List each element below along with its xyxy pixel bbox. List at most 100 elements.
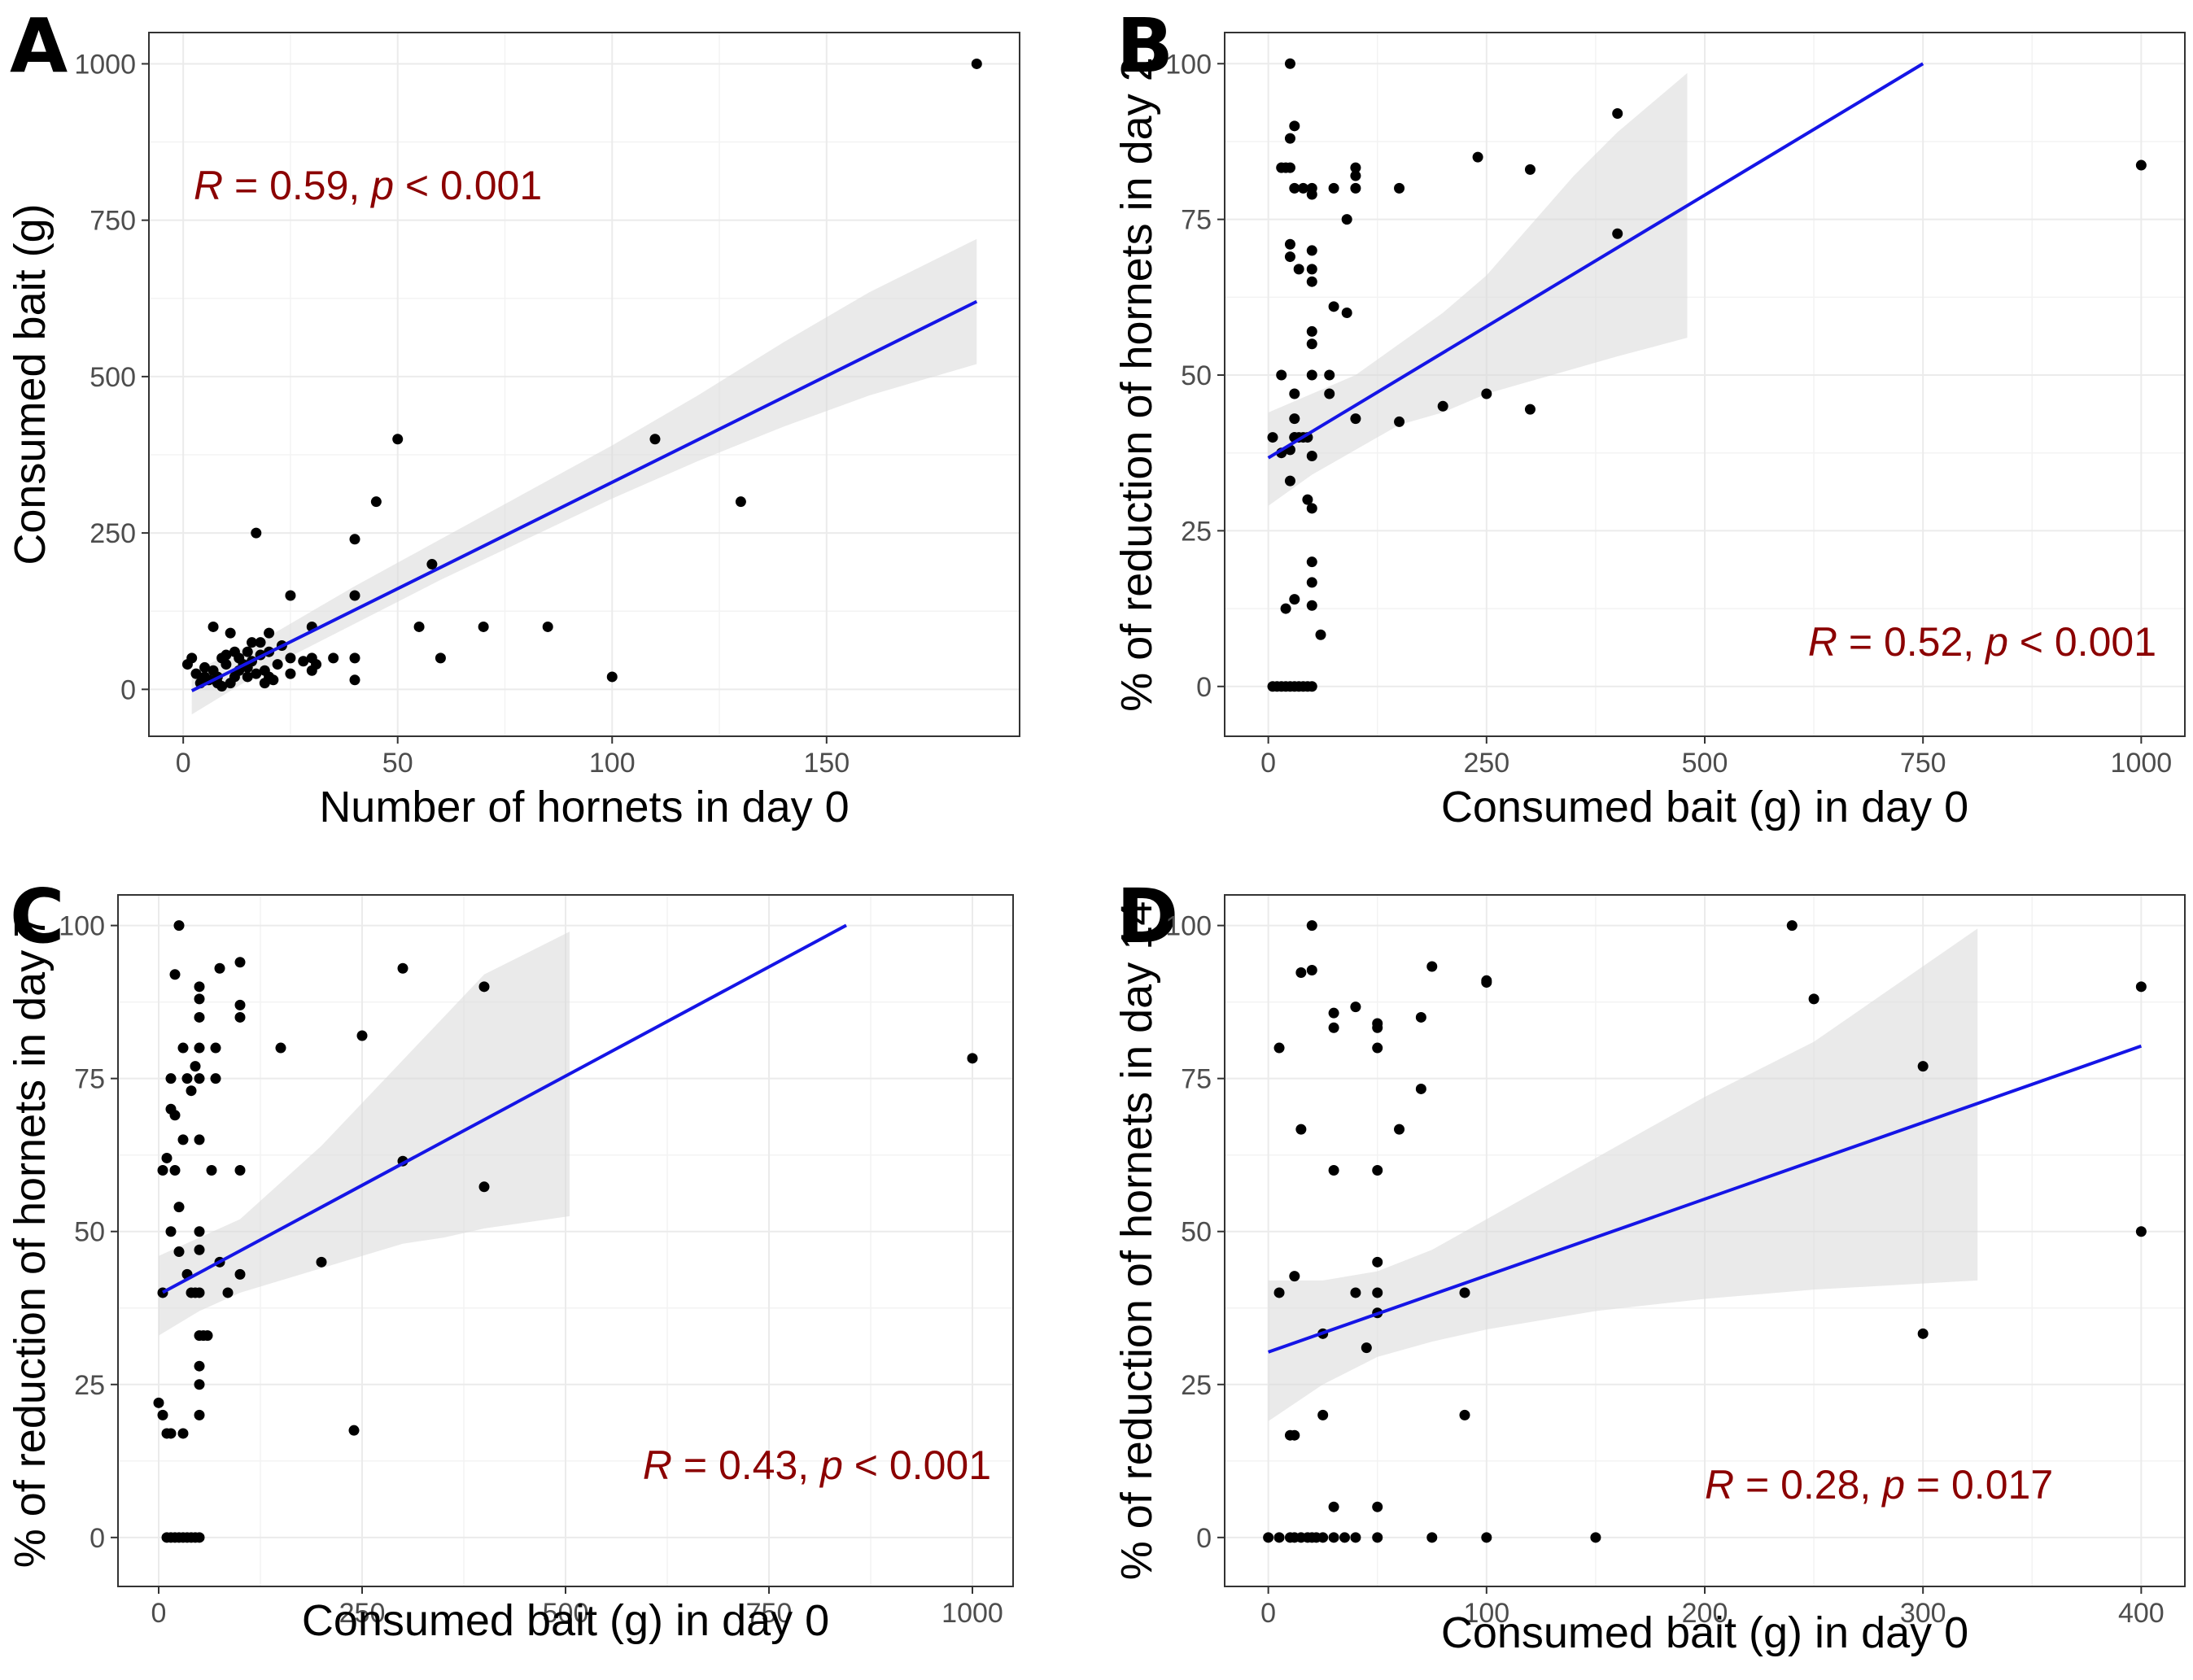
data-point [1284,133,1295,144]
data-point [1328,1007,1339,1019]
panel-letter: C [10,873,65,960]
data-point [1394,182,1405,194]
panel-letter: B [1116,2,1173,89]
data-point [222,1287,234,1298]
data-point [194,1226,205,1237]
data-point [173,920,185,932]
data-point [186,1085,197,1097]
data-point [1328,182,1339,194]
data-point [1341,214,1352,225]
data-point [1524,164,1536,175]
data-point [2135,159,2147,171]
data-point [1590,1532,1601,1543]
data-point [1437,400,1448,412]
data-point [194,1073,205,1084]
data-point [349,534,360,545]
data-point [1328,301,1339,312]
data-point [356,1030,368,1041]
x-tick-label: 100 [589,748,636,779]
data-point [1295,967,1307,979]
data-point [251,527,262,539]
data-point [216,680,228,692]
data-point [251,668,262,679]
data-point [194,1011,205,1023]
data-point [1372,1042,1383,1054]
data-point [199,661,211,673]
data-point [247,637,258,648]
data-point [1917,1061,1929,1072]
regression-line [1267,62,1924,460]
data-point [234,957,246,968]
data-point [478,1181,490,1193]
y-tick-label: 0 [1196,672,1212,703]
data-point [1306,325,1317,337]
y-tick-label: 25 [1181,516,1212,547]
data-point [967,1053,978,1064]
data-point [413,621,425,632]
data-point [349,652,360,664]
data-point [194,1244,205,1255]
data-point [1267,432,1278,443]
data-point [1372,1018,1383,1029]
data-point [1315,629,1326,640]
data-point [349,674,360,686]
x-tick-label: 750 [1900,748,1946,779]
regression-line [162,923,847,1294]
data-point [194,1287,205,1298]
data-point [234,1164,246,1176]
data-point [1306,338,1317,350]
data-point [225,627,236,639]
y-tick-label: 50 [1181,1217,1212,1248]
data-point [194,1379,205,1390]
regression-line [190,299,978,692]
correlation-annotation: R = 0.52, p < 0.001 [1808,619,2156,665]
confidence-band [1268,928,1978,1421]
regression-line [1267,1044,2143,1354]
data-point [194,981,205,993]
x-tick-label: 150 [803,748,850,779]
data-point [1372,1287,1383,1298]
data-point [214,962,225,974]
y-tick-label: 100 [1165,911,1212,942]
x-tick-label: 250 [1463,748,1509,779]
data-point [165,1073,177,1084]
confidence-band [191,238,977,715]
y-tick-label: 75 [1181,205,1212,236]
data-point [1289,182,1300,194]
data-point [1917,1328,1929,1339]
y-axis-title: % of reduction of hornets in day 14 [1112,901,1161,1581]
data-point [1415,1011,1426,1023]
data-point [1328,1022,1339,1033]
panel-letter: A [10,2,68,89]
data-point [606,671,618,683]
data-point [1273,1287,1285,1298]
data-point [221,659,232,670]
y-tick-label: 75 [74,1064,105,1095]
data-point [234,999,246,1010]
x-tick-label: 300 [1900,1598,1946,1629]
x-axis-title: Consumed bait (g) in day 0 [1441,1608,1968,1657]
y-tick-label: 50 [74,1217,105,1248]
data-point [1306,681,1317,692]
data-point [173,1202,185,1213]
y-tick-label: 0 [90,1523,105,1554]
data-point [194,1134,205,1145]
data-point [1306,600,1317,611]
x-tick-label: 100 [1463,1598,1509,1629]
data-point [1295,1124,1307,1135]
plot-frame [117,894,1014,1587]
data-point [255,637,266,648]
data-point [275,1042,286,1054]
data-point [1372,1256,1383,1268]
y-tick-label: 1000 [74,49,136,80]
data-point [194,1042,205,1054]
x-tick-label: 250 [339,1598,386,1629]
data-point [1350,1287,1361,1298]
data-point [177,1134,189,1145]
data-point [1306,451,1317,462]
data-point [1372,1501,1383,1512]
data-point [478,621,489,632]
data-point [268,674,279,686]
data-point [202,1330,213,1342]
